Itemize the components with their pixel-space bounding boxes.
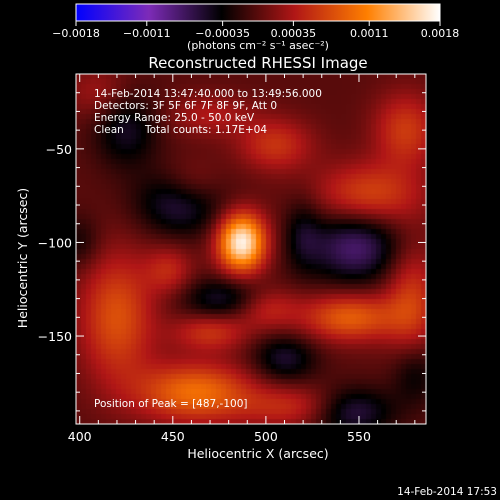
x-tick-label: 450 <box>161 429 185 444</box>
x-tick-label: 500 <box>254 429 278 444</box>
colorbar-ticks: −0.0018 −0.0011 −0.00035 0.00035 0.0011 0.001… <box>52 21 459 40</box>
colorbar-tick-label: −0.0018 <box>52 27 100 40</box>
colorbar: −0.0018 −0.0011 −0.00035 0.00035 0.0011 0.001… <box>52 3 459 52</box>
axis-ticks: 400 450 500 550 −50 −100 −150 <box>38 74 426 444</box>
y-tick-label: −100 <box>38 235 72 250</box>
footer-timestamp: 14-Feb-2014 17:53 <box>397 486 497 498</box>
plot-frame <box>75 73 427 425</box>
y-tick-label: −150 <box>38 329 72 344</box>
x-tick-label: 550 <box>347 429 371 444</box>
plot-area: 400 450 500 550 −50 −100 −150 <box>38 73 427 444</box>
colorbar-tick-label: 0.00035 <box>271 27 317 40</box>
colorbar-tick-label: −0.0011 <box>123 27 171 40</box>
colorbar-tick-label: 0.0018 <box>421 27 460 40</box>
x-axis-label: Heliocentric X (arcsec) <box>187 446 328 461</box>
y-tick-label: −50 <box>46 142 72 157</box>
annotation-method: Clean <box>94 124 124 136</box>
colorbar-gradient <box>75 3 441 22</box>
peak-position-label: Position of Peak = [487,-100] <box>94 398 248 410</box>
heatmap-image <box>76 74 426 424</box>
colorbar-tick-label: −0.00035 <box>195 27 250 40</box>
annotation-detectors: Detectors: 3F 5F 6F 7F 8F 9F, Att 0 <box>94 100 277 112</box>
x-tick-label: 400 <box>68 429 92 444</box>
annotation-total-counts: Total counts: 1.17E+04 <box>144 124 267 136</box>
chart-title: Reconstructed RHESSI Image <box>148 54 367 72</box>
colorbar-unit-label: (photons cm⁻² s⁻¹ asec⁻²) <box>187 39 329 52</box>
annotation-block: 14-Feb-2014 13:47:40.000 to 13:49:56.000… <box>94 88 322 410</box>
y-axis-label: Heliocentric Y (arcsec) <box>15 188 30 328</box>
annotation-energy-range: Energy Range: 25.0 - 50.0 keV <box>94 112 255 124</box>
annotation-time-range: 14-Feb-2014 13:47:40.000 to 13:49:56.000 <box>94 88 322 100</box>
colorbar-tick-label: 0.0011 <box>350 27 389 40</box>
